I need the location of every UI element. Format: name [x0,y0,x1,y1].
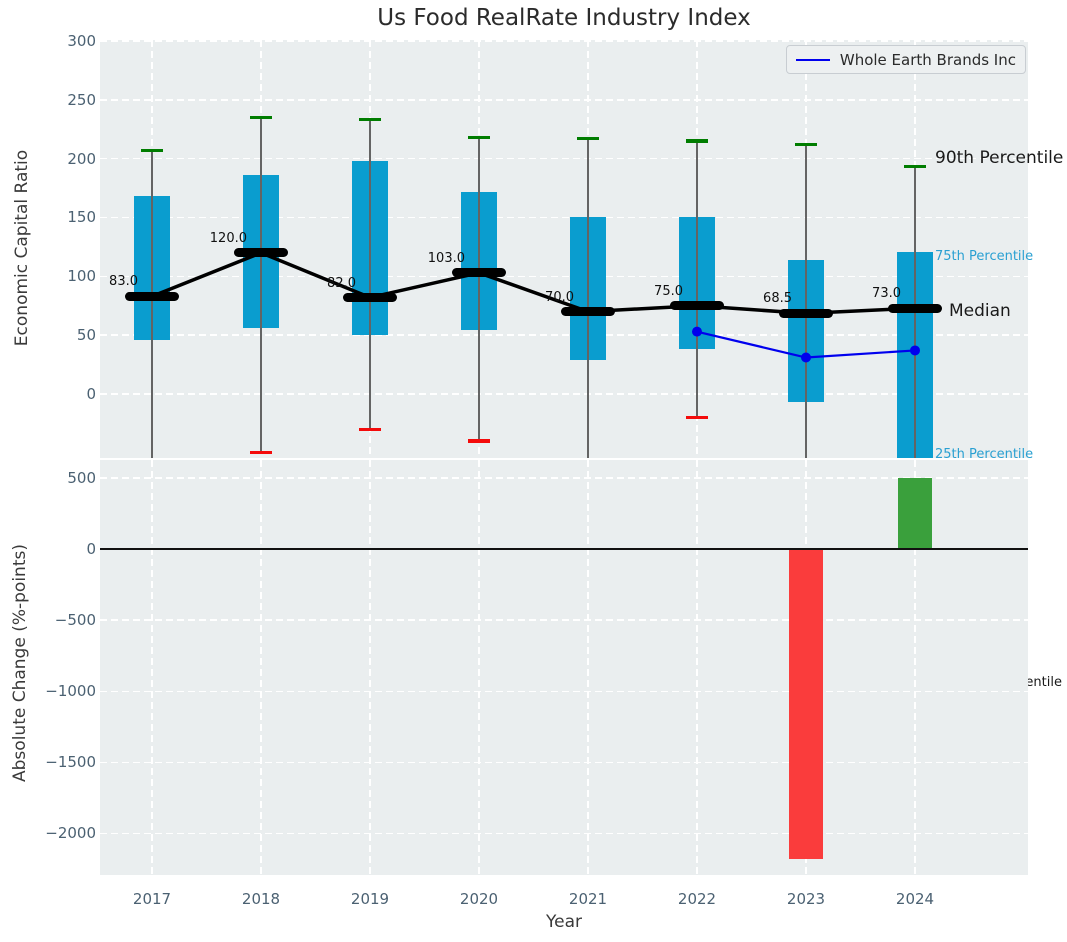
zero-line [100,548,1028,550]
bottom-vertical-gridline [478,460,480,875]
whisker-line [260,117,262,453]
bottom-horizontal-gridline [100,477,1028,479]
cap-90th [468,135,490,140]
change-bar [789,549,823,859]
bottom-vertical-gridline [914,460,916,875]
median-value-label: 82.0 [327,275,356,291]
median-marker [452,268,506,278]
top-y-tick-label: 150 [67,208,96,227]
median-value-label: 103.0 [427,250,465,266]
top-horizontal-gridline [100,157,1028,160]
cap-90th [795,142,817,147]
top-y-tick-label: 300 [67,31,96,50]
bottom-plot-area [100,460,1028,875]
top-y-tick-label: 200 [67,149,96,168]
cap-10th [250,451,272,455]
bottom-vertical-gridline [151,460,153,875]
whisker-line [151,150,153,458]
cap-90th [250,115,272,120]
top-horizontal-gridline [100,393,1028,395]
top-horizontal-gridline [100,99,1028,101]
top-y-tick-label: 250 [67,90,96,109]
x-tick-label: 2017 [132,890,172,908]
cap-90th [359,118,381,122]
top-y-tick-label: 50 [76,326,96,345]
x-axis-label: Year [546,912,582,932]
bottom-horizontal-gridline [100,619,1028,621]
company-point [692,326,702,337]
top-horizontal-gridline [100,334,1028,336]
bottom-horizontal-gridline [100,832,1028,835]
whisker-line [478,137,480,442]
median-marker [670,301,724,311]
bottom-vertical-gridline [369,460,371,875]
top-horizontal-gridline [100,40,1028,42]
bottom-y-tick-label: −2000 [45,824,96,843]
median-value-label: 120.0 [209,230,247,246]
bottom-vertical-gridline [696,460,698,875]
median-marker [125,291,179,301]
bottom-y-tick-label: −500 [54,611,96,630]
cap-10th [468,439,490,443]
bottom-vertical-gridline [260,460,262,875]
legend-line-icon [796,58,830,61]
top-y-tick-label: 0 [86,385,96,403]
cap-90th [577,137,599,141]
x-tick-label: 2023 [786,890,826,908]
bottom-y-tick-label: 0 [86,540,96,558]
median-marker [343,293,397,302]
cap-90th [904,165,926,169]
top-horizontal-gridline [100,275,1028,278]
top-y-axis-label: Economic Capital Ratio [12,149,32,347]
x-tick-label: 2021 [568,890,608,908]
change-bar [898,477,932,549]
cap-10th [359,427,381,431]
legend-label: Whole Earth Brands Inc [839,50,1016,69]
company-point [910,345,920,356]
median-value-label: 70.0 [545,289,574,305]
top-horizontal-gridline [100,216,1028,219]
bottom-horizontal-gridline [100,761,1028,763]
median-marker [888,303,942,313]
whisker-line [369,119,371,430]
x-tick-label: 2018 [241,890,281,908]
whisker-line [805,144,807,458]
legend: Whole Earth Brands Inc [786,45,1026,74]
company-point [801,352,811,363]
median-value-label: 75.0 [654,283,683,299]
median-marker [234,248,288,258]
median-value-label: 73.0 [872,286,901,302]
bottom-y-axis-label: Absolute Change (%-points) [10,544,30,782]
top-plot-area: 83.0 120.0 82.0 103.0 70.0 75.0 68.5 73.0 [100,40,1028,458]
bottom-y-tick-label: 500 [67,468,96,487]
bottom-vertical-gridline [587,460,589,875]
cap-90th [686,139,708,143]
x-tick-label: 2022 [677,890,717,908]
bottom-horizontal-gridline [100,690,1028,692]
x-tick-label: 2024 [895,890,935,908]
median-value-label: 68.5 [763,291,792,307]
median-value-label: 83.0 [109,274,138,290]
median-marker [561,307,615,317]
whisker-line [587,138,589,458]
x-tick-label: 2019 [350,890,390,908]
chart-title: Us Food RealRate Industry Index [377,5,751,31]
bottom-y-tick-label: −1500 [45,753,96,772]
top-y-tick-label: 100 [67,267,96,286]
bottom-y-tick-label: −1000 [45,682,96,701]
whisker-line [696,141,698,418]
median-marker [779,308,833,318]
cap-10th [686,415,708,420]
cap-90th [141,148,163,152]
x-tick-label: 2020 [459,890,499,908]
